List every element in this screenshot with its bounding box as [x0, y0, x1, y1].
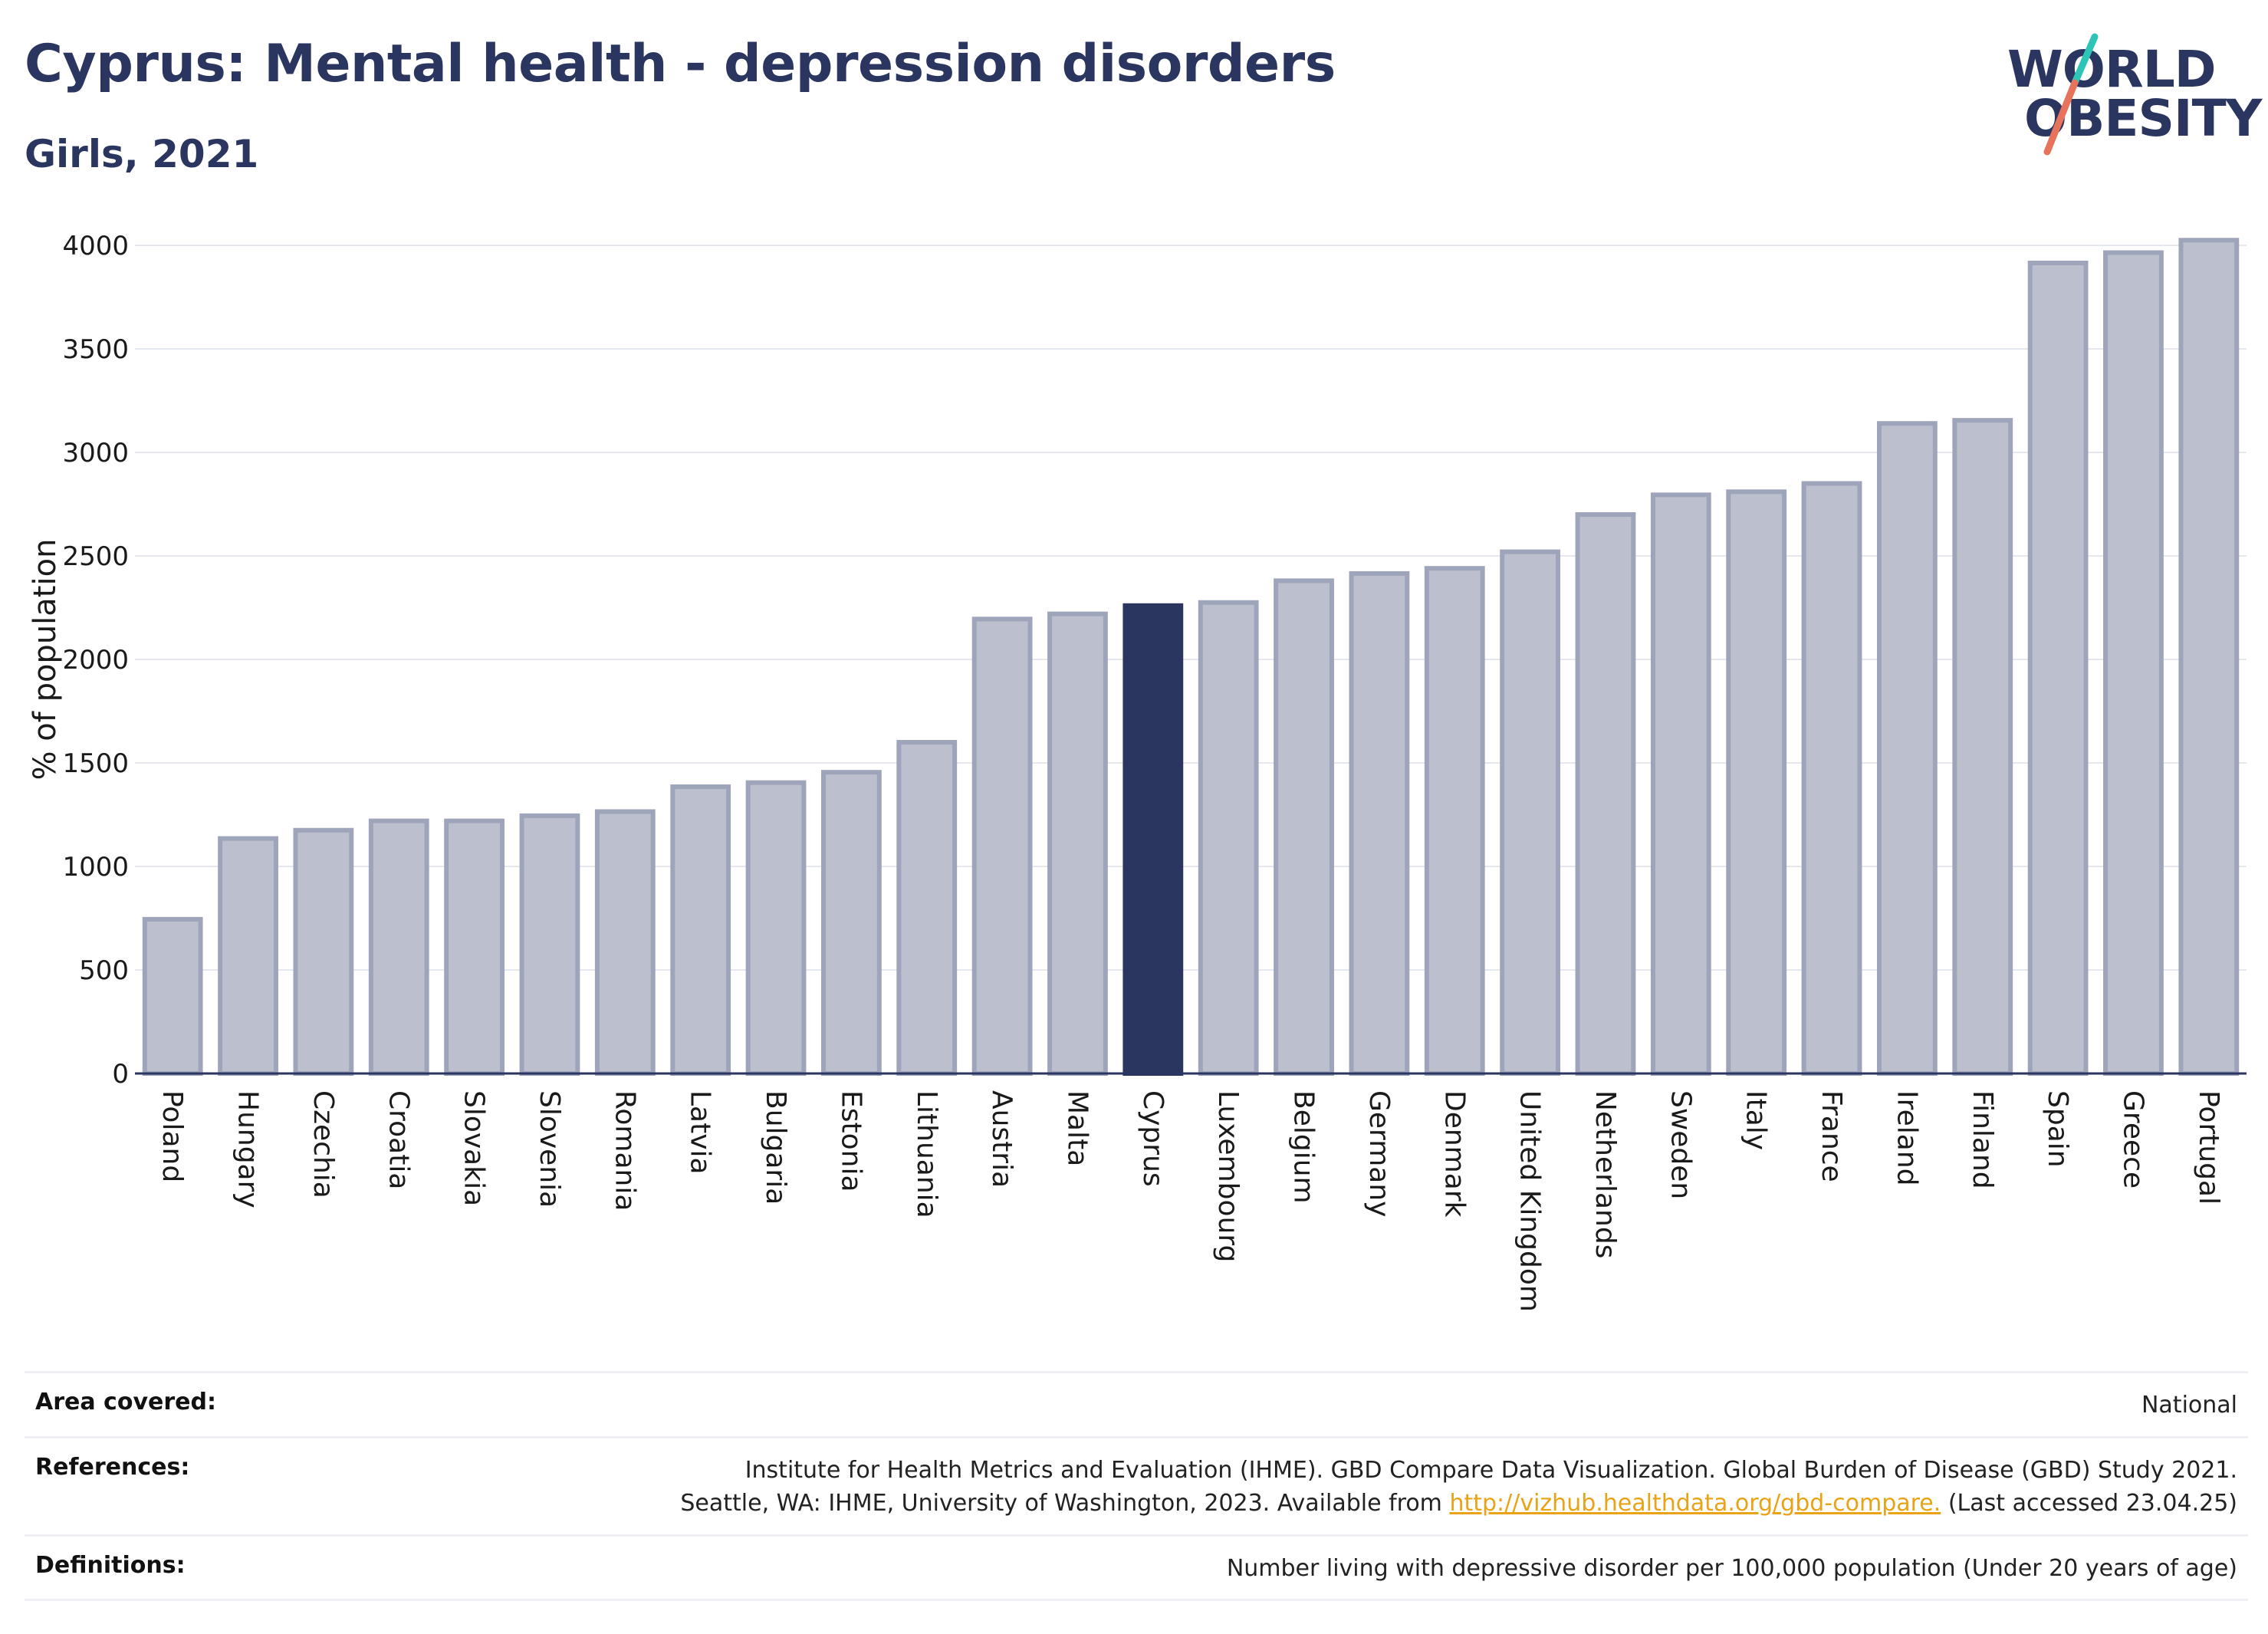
- bar-spain: [2027, 260, 2089, 1077]
- area-covered-label: Area covered:: [35, 1389, 216, 1415]
- bar-poland: [142, 916, 203, 1076]
- x-tick-label: Slovakia: [459, 1090, 490, 1206]
- bar-latvia: [670, 784, 731, 1076]
- y-axis-label: % of population: [28, 539, 63, 781]
- x-tick-label: Malta: [1061, 1090, 1093, 1166]
- x-tick-label: Austria: [986, 1090, 1017, 1188]
- footer-row-area: Area covered: National: [25, 1371, 2248, 1436]
- y-tick-label: 0: [112, 1059, 129, 1090]
- x-tick-label: Luxembourg: [1212, 1090, 1244, 1262]
- bar-sweden: [1650, 492, 1711, 1077]
- references-value: Institute for Health Metrics and Evaluat…: [680, 1454, 2237, 1521]
- logo-slash-icon: [2043, 33, 2099, 156]
- definitions-value: Number living with depressive disorder p…: [1226, 1554, 2237, 1582]
- x-tick-label: Netherlands: [1589, 1090, 1621, 1258]
- x-tick-label: Hungary: [232, 1090, 264, 1208]
- x-tick-label: Finland: [1967, 1090, 1998, 1189]
- y-tick-label: 4000: [62, 231, 129, 261]
- bar-ireland: [1877, 421, 1938, 1076]
- x-tick-label: Sweden: [1665, 1090, 1696, 1199]
- y-tick-label: 1500: [62, 748, 129, 779]
- bar-slovenia: [519, 813, 580, 1076]
- x-tick-label: Greece: [2117, 1090, 2148, 1189]
- y-tick-label: 3000: [62, 438, 129, 469]
- bar-france: [1801, 481, 1862, 1076]
- x-tick-label: Ireland: [1891, 1090, 1922, 1186]
- x-tick-label: Romania: [609, 1090, 640, 1211]
- bars: [142, 238, 2240, 1077]
- x-tick-label: Latvia: [685, 1090, 716, 1175]
- y-tick-label: 500: [79, 955, 129, 986]
- x-tick-label: Croatia: [383, 1090, 414, 1189]
- bar-chart: 0 500 1000 1500 2000 2500 3000 3500 4000 Poland Hu…: [28, 231, 2247, 1312]
- x-tick-label: Spain: [2042, 1090, 2073, 1168]
- references-link[interactable]: http://vizhub.healthdata.org/gbd-compare…: [1449, 1490, 1941, 1517]
- axes: 0 500 1000 1500 2000 2500 3000 3500 4000 Poland Hu…: [62, 231, 2247, 1312]
- references-line2-post: (Last accessed 23.04.25): [1941, 1490, 2237, 1517]
- x-tick-label: Italy: [1740, 1090, 1772, 1150]
- x-tick-label: France: [1816, 1090, 1847, 1182]
- x-tick-label: Poland: [156, 1090, 188, 1182]
- bar-luxembourg: [1198, 600, 1259, 1076]
- x-tick-label: Germany: [1363, 1090, 1395, 1217]
- x-tick-label: Portugal: [2193, 1090, 2224, 1205]
- bar-portugal: [2178, 238, 2240, 1076]
- x-tick-label: Belgium: [1288, 1090, 1320, 1204]
- x-tick-label: Cyprus: [1137, 1090, 1169, 1187]
- logo-line1: WORLD: [2007, 40, 2217, 99]
- bar-malta: [1047, 611, 1108, 1076]
- definitions-label: Definitions:: [35, 1551, 186, 1579]
- y-tick-label: 1000: [62, 852, 129, 883]
- bar-united-kingdom: [1500, 549, 1560, 1077]
- y-tick-label: 2000: [62, 645, 129, 676]
- bar-czechia: [293, 827, 354, 1076]
- references-label: References:: [35, 1453, 190, 1481]
- bar-estonia: [821, 770, 882, 1077]
- bar-cyprus: [1122, 603, 1184, 1076]
- bar-netherlands: [1575, 512, 1636, 1076]
- bar-finland: [1952, 418, 2013, 1076]
- references-line1: Institute for Health Metrics and Evaluat…: [744, 1456, 2237, 1484]
- references-line2-pre: Seattle, WA: IHME, University of Washing…: [680, 1490, 1450, 1517]
- bar-greece: [2103, 250, 2164, 1077]
- bar-croatia: [368, 818, 429, 1076]
- bar-denmark: [1424, 566, 1485, 1076]
- x-tick-label: Lithuania: [911, 1090, 942, 1218]
- x-tick-label: United Kingdom: [1514, 1090, 1546, 1312]
- chart-title: Cyprus: Mental health - depression disor…: [25, 34, 1336, 94]
- bar-belgium: [1274, 578, 1334, 1076]
- x-tick-label: Estonia: [835, 1090, 866, 1192]
- x-tick-label: Slovenia: [534, 1090, 565, 1208]
- x-tick-label: Czechia: [307, 1090, 339, 1198]
- bar-hungary: [218, 836, 278, 1076]
- bar-italy: [1726, 489, 1787, 1076]
- bar-romania: [594, 809, 656, 1076]
- bar-lithuania: [896, 740, 958, 1076]
- footer-row-references: References: Institute for Health Metrics…: [25, 1435, 2248, 1534]
- footer-row-definitions: Definitions: Number living with depressi…: [25, 1534, 2248, 1601]
- bar-germany: [1349, 570, 1410, 1076]
- y-tick-label: 3500: [62, 334, 129, 365]
- x-tick-label: Denmark: [1438, 1090, 1470, 1218]
- bar-slovakia: [444, 818, 505, 1076]
- bar-austria: [971, 616, 1033, 1076]
- y-tick-label: 2500: [62, 541, 129, 572]
- chart-subtitle: Girls, 2021: [25, 132, 259, 176]
- bar-bulgaria: [745, 780, 807, 1077]
- x-tick-label: Bulgaria: [760, 1090, 791, 1205]
- area-covered-value: National: [2141, 1392, 2237, 1419]
- footer-table: Area covered: National References: Insti…: [25, 1371, 2248, 1601]
- world-obesity-logo: WORLD OBESITY: [2001, 23, 2262, 161]
